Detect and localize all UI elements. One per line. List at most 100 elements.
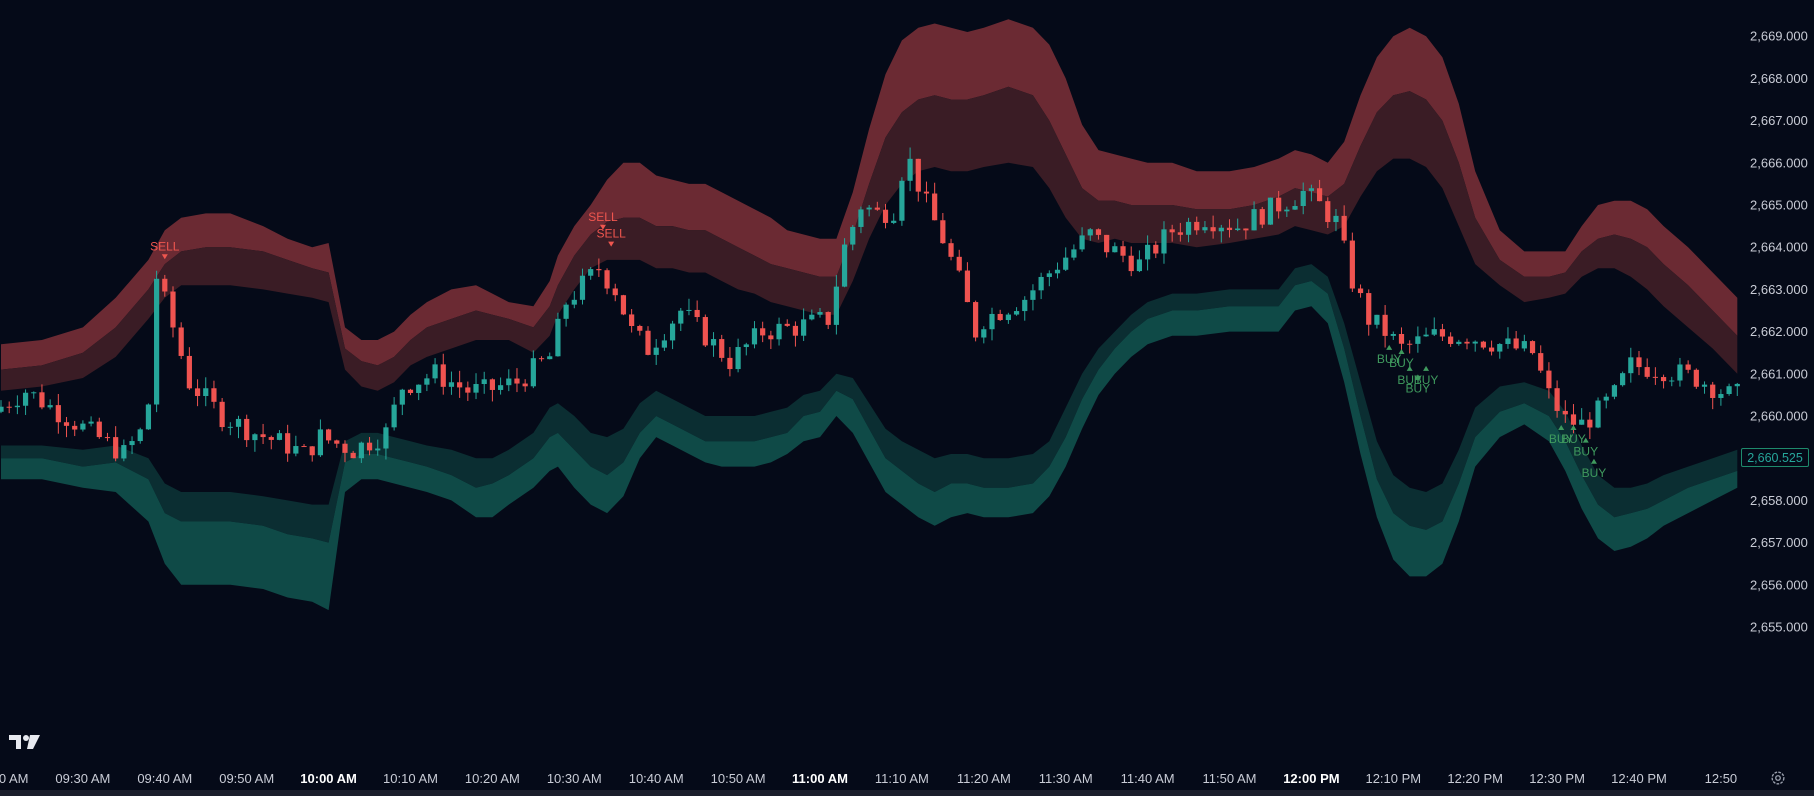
candle-body <box>1701 384 1708 387</box>
bottom-scrollbar[interactable] <box>0 790 1814 796</box>
price-tick-label: 2,663.000 <box>1750 282 1808 297</box>
candle <box>1497 343 1503 359</box>
candle-body <box>293 446 299 454</box>
candle <box>1366 289 1372 336</box>
bands-layer <box>1 19 1738 611</box>
candle-body <box>63 422 70 426</box>
candle <box>0 400 4 414</box>
time-tick-label: 10:10 AM <box>383 771 438 786</box>
candle-body <box>1620 373 1626 386</box>
candle-body <box>989 313 995 330</box>
sell-signal: SELL <box>596 227 626 247</box>
candle-body <box>1022 299 1028 312</box>
price-tick-label: 2,664.000 <box>1750 240 1808 255</box>
candle <box>514 368 520 393</box>
candle-body <box>1341 215 1347 241</box>
buy-signal-label: BUY <box>1406 381 1431 395</box>
candle <box>1693 368 1699 389</box>
candle <box>1104 234 1110 258</box>
candle <box>448 371 455 395</box>
candle <box>1439 323 1446 342</box>
candle <box>1554 380 1560 418</box>
candle <box>1718 389 1724 406</box>
candle-body <box>899 180 905 221</box>
candle <box>260 423 266 445</box>
buy-signal-label: BUY <box>1377 352 1402 366</box>
candle <box>211 380 217 409</box>
buy-arrow-icon <box>1406 365 1413 371</box>
time-tick-label: 11:50 AM <box>1203 771 1257 786</box>
candle-body <box>1185 221 1192 235</box>
candle <box>817 307 823 318</box>
time-tick-label: 12:30 PM <box>1529 771 1585 786</box>
candle-body <box>1276 197 1282 212</box>
candle <box>710 332 717 357</box>
time-tick-label: 09:30 AM <box>55 771 110 786</box>
candle <box>997 309 1003 321</box>
candle-body <box>932 193 938 221</box>
candle <box>1169 224 1175 242</box>
candle-body <box>1136 259 1143 272</box>
candle <box>489 378 495 402</box>
candle <box>1251 201 1257 231</box>
buy-signal: BUY <box>1406 374 1431 395</box>
candle-body <box>383 427 389 449</box>
candle-body <box>1251 209 1257 231</box>
candle <box>964 262 971 303</box>
candle-body <box>858 209 864 227</box>
candle <box>1464 338 1470 350</box>
candle-body <box>1357 288 1364 294</box>
candle <box>1669 376 1675 387</box>
candle <box>96 417 102 439</box>
settings-gear-icon[interactable] <box>1769 769 1787 787</box>
candle-body <box>162 278 168 292</box>
candle-body <box>751 328 758 345</box>
candle-body <box>1243 228 1249 231</box>
candle-body <box>129 441 135 446</box>
candle <box>432 358 438 384</box>
buy-band-outer <box>1 281 1738 611</box>
candle-body <box>1636 357 1642 368</box>
candle <box>244 414 250 448</box>
sell-arrow-icon <box>608 241 615 247</box>
candle <box>702 314 708 348</box>
candle <box>776 317 782 346</box>
candle <box>1472 340 1478 352</box>
candle <box>326 428 332 444</box>
candle-body <box>719 339 725 358</box>
candle-body <box>555 318 561 357</box>
candle <box>956 249 962 273</box>
candle <box>1235 218 1241 232</box>
buy-signal-label: BUY <box>1549 432 1574 446</box>
candle-body <box>784 323 790 326</box>
candle-body <box>596 269 602 271</box>
candle-body <box>1587 419 1593 428</box>
candle-body <box>350 452 356 459</box>
candle <box>104 432 111 442</box>
candle-body <box>727 357 733 370</box>
candle-body <box>1112 246 1118 253</box>
candle-body <box>1333 215 1339 223</box>
candle-body <box>72 425 78 430</box>
candle <box>1513 330 1519 351</box>
candle <box>309 446 315 462</box>
tradingview-logo-icon[interactable] <box>8 732 42 752</box>
candle-body <box>735 347 741 370</box>
candle-body <box>285 433 291 454</box>
candle-body <box>473 384 479 393</box>
candle-body <box>661 340 667 348</box>
candle <box>88 416 94 427</box>
candle <box>547 352 553 360</box>
candle-body <box>686 309 692 311</box>
candle-body <box>145 404 152 430</box>
candle <box>1341 205 1347 244</box>
time-tick-label: 09:50 AM <box>219 771 274 786</box>
candle-body <box>342 443 348 453</box>
buy-signal: BUY <box>1573 437 1598 459</box>
candle-body <box>833 286 839 325</box>
candle-body <box>792 325 799 336</box>
candle-body <box>457 382 463 388</box>
candle-body <box>1513 338 1519 349</box>
